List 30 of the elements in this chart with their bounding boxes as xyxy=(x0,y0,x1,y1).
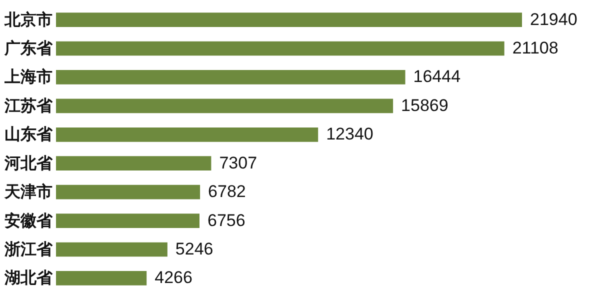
bar xyxy=(56,98,394,114)
data-label: 6756 xyxy=(207,210,246,230)
bar xyxy=(56,184,200,200)
data-label: 21940 xyxy=(530,10,578,29)
bar xyxy=(56,214,200,228)
data-label: 7307 xyxy=(219,153,258,172)
data-label: 15869 xyxy=(401,96,448,115)
y-tick-label: 安徽省 xyxy=(4,210,54,230)
data-label: 16444 xyxy=(413,67,461,86)
y-tick-label: 山东省 xyxy=(4,124,54,144)
bar xyxy=(56,127,318,142)
bar xyxy=(56,41,504,56)
bar xyxy=(56,156,212,171)
y-tick-label: 湖北省 xyxy=(4,268,54,288)
y-tick-label: 广东省 xyxy=(4,38,54,58)
y-tick-label: 江苏省 xyxy=(4,96,54,115)
data-label: 5246 xyxy=(175,239,214,258)
bar xyxy=(56,12,522,27)
y-tick-label: 北京市 xyxy=(4,10,52,29)
data-label: 21108 xyxy=(512,38,558,58)
y-tick-label: 河北省 xyxy=(4,153,54,172)
data-label: 12340 xyxy=(326,124,374,144)
y-tick-label: 天津市 xyxy=(4,182,52,202)
y-tick-label: 浙江省 xyxy=(4,239,54,258)
bar xyxy=(56,271,147,286)
bar xyxy=(56,70,406,84)
data-label: 6782 xyxy=(208,182,246,202)
data-label: 4266 xyxy=(154,268,192,288)
y-tick-label: 上海市 xyxy=(4,67,52,86)
bar xyxy=(56,242,168,257)
